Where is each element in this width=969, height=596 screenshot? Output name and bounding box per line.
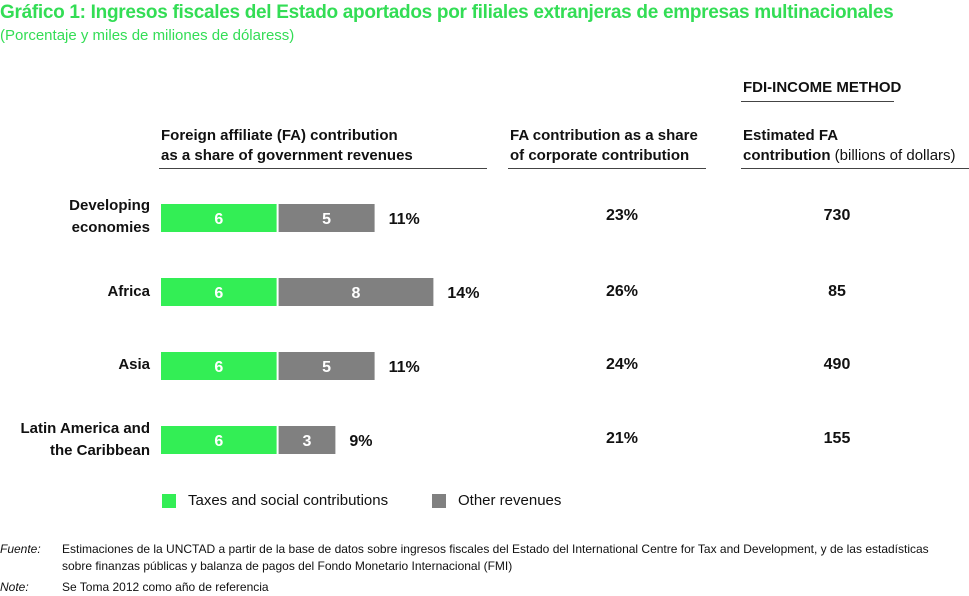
note-key: Note: (0, 580, 29, 594)
source-key: Fuente: (0, 542, 41, 556)
bar-other (278, 278, 434, 306)
row-label-line: the Caribbean (49, 442, 150, 459)
bar-label-other: 3 (303, 433, 312, 450)
share-value: 26% (605, 283, 639, 300)
row-label-asia: Asia (118, 354, 150, 376)
estimated-value: 730 (823, 207, 851, 224)
bar-taxes (161, 278, 277, 306)
row-label-africa: Africa (107, 281, 150, 303)
bar-taxes (161, 426, 277, 454)
bar-label-taxes: 6 (214, 211, 223, 228)
bar-label-other: 5 (322, 211, 331, 228)
row-label-line: economies (71, 219, 150, 236)
row-label-line: Developing (69, 197, 150, 214)
chart-subtitle: (Porcentaje y miles de miliones de dólar… (0, 27, 295, 44)
bar-total-label: 14% (447, 285, 479, 302)
share-value: 23% (605, 207, 639, 224)
row-label-latin-america: Latin America and the Caribbean (21, 418, 150, 462)
bar-label-other: 8 (352, 285, 361, 302)
chart-column-header-line2: as a share of government revenues (161, 147, 413, 164)
estimated-value: 155 (823, 430, 851, 447)
estimated-column-header-line1: Estimated FA (743, 127, 839, 144)
bar-total-label: 11% (389, 359, 420, 376)
bar-other (278, 204, 375, 232)
legend-swatch-other (432, 494, 446, 508)
bar-label-taxes: 6 (214, 433, 223, 450)
bar-other (278, 352, 375, 380)
row-label-developing: Developing economies (69, 195, 150, 239)
share-column-header: FA contribution as a share of corporate … (510, 126, 698, 166)
bar-taxes (161, 204, 277, 232)
bar-total-label: 9% (349, 433, 372, 450)
source-text: Estimaciones de la UNCTAD a partir de la… (62, 542, 929, 573)
bar-taxes (161, 352, 277, 380)
row-label-line: Latin America and (20, 420, 150, 437)
estimated-column-header-unit: (billions of dollars) (830, 147, 956, 164)
chart-title: Gráfico 1: Ingresos fiscales del Estado … (0, 2, 894, 23)
method-header: FDI-INCOME METHOD (743, 79, 902, 96)
estimated-column-header-line2: contribution (billions of dollars) (743, 146, 956, 166)
row-label-line: Africa (107, 283, 150, 300)
chart-column-header-line1: Foreign affiliate (FA) contribution (161, 127, 398, 144)
estimated-column-rule (741, 168, 969, 169)
legend-swatch-taxes (162, 494, 176, 508)
method-header-rule (741, 101, 894, 102)
row-label-line: Asia (118, 356, 150, 373)
share-column-header-line2: of corporate contribution (510, 147, 690, 164)
estimated-column-header-bold: contribution (743, 147, 831, 164)
chart-column-rule (159, 168, 487, 169)
estimated-value: 85 (828, 283, 846, 300)
share-value: 21% (605, 430, 639, 447)
bar-other (278, 426, 336, 454)
estimated-value: 490 (823, 356, 851, 373)
share-value: 24% (605, 356, 639, 373)
chart-column-header: Foreign affiliate (FA) contribution as a… (161, 126, 413, 166)
bar-total-label: 11% (389, 211, 420, 228)
bar-label-taxes: 6 (214, 285, 223, 302)
share-column-rule (508, 168, 706, 169)
estimated-column-header: Estimated FA contribution (billions of d… (743, 126, 956, 166)
share-column-header-line1: FA contribution as a share (510, 127, 698, 144)
legend-label-taxes: Taxes and social contributions (188, 492, 389, 509)
bar-label-taxes: 6 (214, 359, 223, 376)
legend-label-other: Other revenues (458, 492, 562, 509)
note-text: Se Toma 2012 como año de referencia (62, 580, 269, 594)
bar-label-other: 5 (322, 359, 331, 376)
